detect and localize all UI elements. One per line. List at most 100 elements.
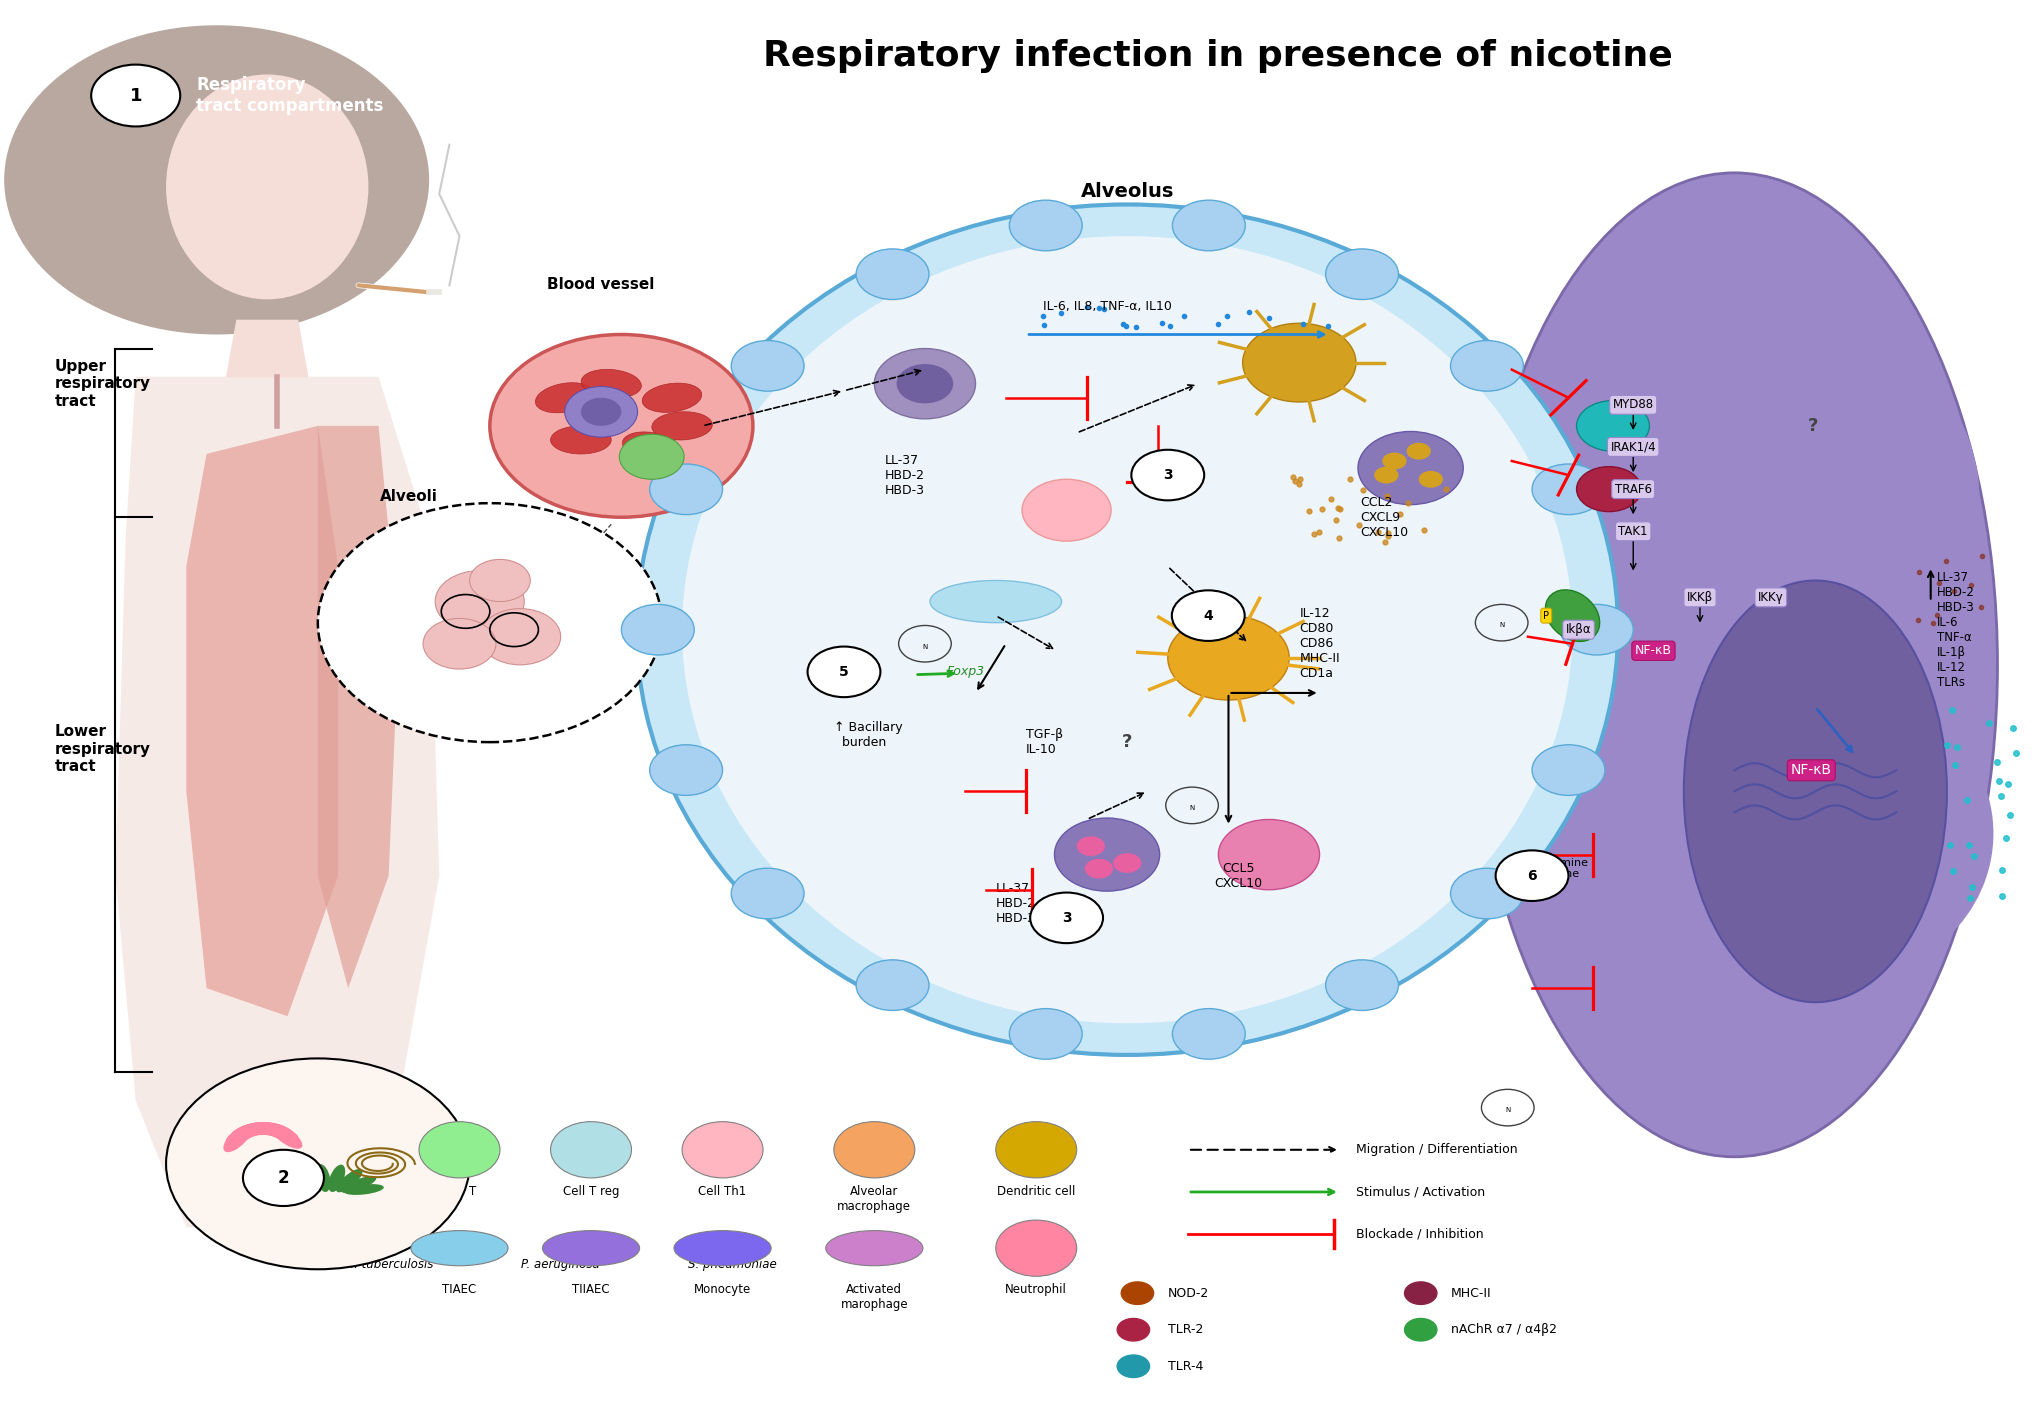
- Ellipse shape: [329, 1165, 345, 1192]
- Circle shape: [996, 1121, 1077, 1178]
- Text: TIAEC: TIAEC: [443, 1284, 478, 1297]
- Ellipse shape: [299, 1168, 321, 1192]
- Text: Migration / Differentiation: Migration / Differentiation: [1355, 1144, 1518, 1157]
- Circle shape: [1219, 820, 1319, 889]
- Text: Activated
marophage: Activated marophage: [841, 1284, 908, 1311]
- Polygon shape: [228, 321, 307, 376]
- Circle shape: [167, 1059, 469, 1270]
- Ellipse shape: [534, 383, 593, 413]
- Circle shape: [1172, 590, 1246, 641]
- Text: S. pneumoniae: S. pneumoniae: [689, 1258, 776, 1271]
- Text: Cell T: Cell T: [443, 1185, 475, 1198]
- Circle shape: [1532, 745, 1605, 795]
- Text: Foxp3: Foxp3: [947, 666, 983, 679]
- Circle shape: [551, 1121, 632, 1178]
- Ellipse shape: [1542, 683, 1804, 929]
- Text: nAChR α7 / α4β2: nAChR α7 / α4β2: [1451, 1324, 1557, 1336]
- Circle shape: [1010, 1008, 1083, 1059]
- Ellipse shape: [224, 1126, 252, 1152]
- Circle shape: [1451, 341, 1524, 392]
- Text: Lower
respiratory
tract: Lower respiratory tract: [55, 724, 150, 773]
- Circle shape: [1114, 853, 1142, 872]
- Circle shape: [1577, 467, 1642, 512]
- Circle shape: [1451, 868, 1524, 919]
- Circle shape: [833, 1121, 914, 1178]
- Ellipse shape: [543, 1230, 640, 1266]
- Circle shape: [620, 434, 685, 479]
- Text: IKKγ: IKKγ: [1758, 591, 1784, 604]
- Circle shape: [1118, 1318, 1150, 1340]
- Ellipse shape: [683, 236, 1573, 1024]
- Text: 5: 5: [839, 665, 849, 679]
- Circle shape: [490, 335, 754, 518]
- Text: CCL2
CXCL9
CXCL10: CCL2 CXCL9 CXCL10: [1359, 496, 1408, 539]
- Text: 3: 3: [1162, 468, 1172, 482]
- Ellipse shape: [240, 1123, 282, 1135]
- Text: TRAF6: TRAF6: [1615, 482, 1652, 496]
- Text: Nicotine: Nicotine: [829, 666, 880, 679]
- Circle shape: [683, 1121, 764, 1178]
- Text: M. tuberculosis: M. tuberculosis: [343, 1258, 433, 1271]
- Text: N: N: [1506, 1107, 1510, 1113]
- Text: Respiratory
tract compartments: Respiratory tract compartments: [197, 76, 384, 115]
- Polygon shape: [317, 426, 398, 988]
- Circle shape: [650, 745, 723, 795]
- Text: IL-6, IL8, TNF-α, IL10: IL-6, IL8, TNF-α, IL10: [1042, 300, 1172, 312]
- Text: LL-37
HBD-2
HBD-3
IL-6
TNF-α
IL-1β
IL-12
TLRs: LL-37 HBD-2 HBD-3 IL-6 TNF-α IL-1β IL-12…: [1936, 571, 1975, 689]
- Circle shape: [1532, 464, 1605, 515]
- Ellipse shape: [260, 1123, 299, 1141]
- Text: Alveolus: Alveolus: [1081, 182, 1174, 201]
- Ellipse shape: [622, 431, 681, 462]
- Circle shape: [469, 560, 530, 601]
- Text: TLR-4: TLR-4: [1168, 1360, 1203, 1373]
- Ellipse shape: [4, 25, 429, 335]
- Text: ?: ?: [1808, 417, 1819, 436]
- Circle shape: [1022, 479, 1112, 542]
- Circle shape: [1325, 960, 1398, 1011]
- Circle shape: [480, 608, 561, 665]
- Ellipse shape: [642, 383, 701, 413]
- Circle shape: [1085, 858, 1114, 878]
- Circle shape: [1077, 836, 1105, 855]
- Circle shape: [732, 868, 805, 919]
- Circle shape: [1122, 1282, 1154, 1304]
- Circle shape: [1496, 850, 1569, 901]
- Text: ↑ Bacillary
  burden: ↑ Bacillary burden: [833, 721, 902, 749]
- Text: 2: 2: [278, 1169, 289, 1186]
- Text: N: N: [923, 643, 927, 649]
- Circle shape: [650, 464, 723, 515]
- Text: Alveolar
macrophage: Alveolar macrophage: [837, 1185, 910, 1213]
- Circle shape: [874, 349, 975, 419]
- Text: Upper
respiratory
tract: Upper respiratory tract: [55, 359, 150, 409]
- Circle shape: [1404, 1318, 1437, 1340]
- Ellipse shape: [1685, 581, 1947, 1003]
- Text: Alveoli: Alveoli: [380, 489, 437, 503]
- Circle shape: [1357, 431, 1463, 505]
- Text: 3: 3: [1063, 911, 1071, 925]
- Circle shape: [855, 960, 929, 1011]
- Circle shape: [565, 386, 638, 437]
- Circle shape: [1010, 201, 1083, 250]
- Circle shape: [1374, 467, 1398, 484]
- Text: CCL5
CXCL10: CCL5 CXCL10: [1215, 861, 1262, 889]
- Circle shape: [1382, 452, 1406, 469]
- Ellipse shape: [315, 1164, 331, 1192]
- Text: Cell T reg: Cell T reg: [563, 1185, 620, 1198]
- Ellipse shape: [248, 1123, 293, 1137]
- Circle shape: [622, 604, 695, 655]
- Text: Ikβα: Ikβα: [1567, 624, 1591, 636]
- Text: LL-37
HBD-2
HBD-3: LL-37 HBD-2 HBD-3: [884, 454, 925, 496]
- Circle shape: [419, 1121, 500, 1178]
- Ellipse shape: [410, 1230, 508, 1266]
- Text: Mecamylamine
Sevoflurane: Mecamylamine Sevoflurane: [1504, 858, 1589, 880]
- Ellipse shape: [232, 1121, 272, 1138]
- Circle shape: [423, 618, 496, 669]
- Text: IL-12
CD80
CD86
MHC-II
CD1a: IL-12 CD80 CD86 MHC-II CD1a: [1298, 607, 1339, 680]
- Ellipse shape: [1678, 686, 1993, 981]
- Circle shape: [435, 571, 524, 632]
- Ellipse shape: [270, 1124, 303, 1148]
- Circle shape: [91, 65, 181, 126]
- Ellipse shape: [675, 1230, 770, 1266]
- Text: Respiratory infection in presence of nicotine: Respiratory infection in presence of nic…: [764, 40, 1672, 74]
- Polygon shape: [116, 376, 439, 1227]
